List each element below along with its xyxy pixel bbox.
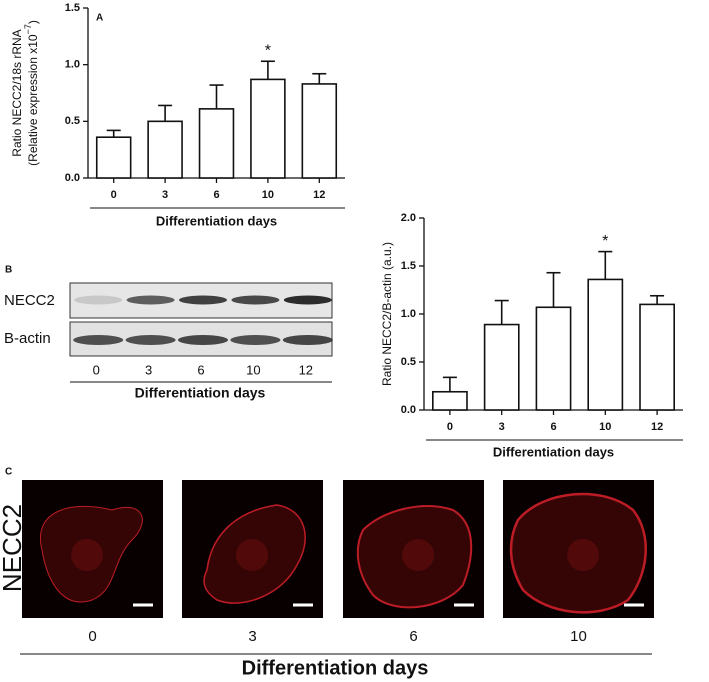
y-tick-label: 0.0 [401, 404, 416, 416]
blot-band [283, 295, 332, 305]
bar [301, 83, 338, 179]
x-tick-label: 0 [447, 421, 453, 433]
blot-row-label: B-actin [4, 330, 51, 347]
x-axis-label: Differentiation days [135, 385, 266, 401]
lane-label: 0 [93, 362, 100, 377]
blot-band [179, 295, 227, 305]
lane-label: 3 [248, 628, 256, 645]
y-tick-label: 1.0 [65, 59, 80, 71]
bar [587, 278, 624, 411]
lane-label: 12 [299, 362, 313, 377]
lane-label: 10 [246, 362, 260, 377]
panel-label: C [5, 467, 12, 478]
x-tick-label: 3 [162, 189, 168, 201]
blot-band [231, 295, 280, 305]
lane-label: 6 [197, 362, 204, 377]
annotation: * [265, 42, 271, 59]
nucleus [71, 539, 103, 571]
panel-label: A [96, 13, 103, 24]
blot-band [73, 335, 124, 345]
y-axis-label: Ratio NECC2/18s rRNA [10, 29, 24, 156]
cell [40, 505, 143, 603]
y-tick-label: 1.0 [401, 308, 416, 320]
lane-label: 10 [570, 628, 587, 645]
x-tick-label: 12 [651, 421, 663, 433]
nucleus [236, 539, 268, 571]
y-tick-label: 1.5 [65, 2, 80, 14]
nucleus [402, 539, 434, 571]
cell [509, 492, 647, 614]
x-axis-label: Differentiation days [493, 444, 614, 459]
cell [356, 505, 473, 609]
x-tick-label: 10 [599, 421, 611, 433]
x-axis-label: Differentiation days [242, 657, 429, 679]
bar [198, 108, 235, 179]
x-tick-label: 12 [313, 189, 325, 201]
x-tick-label: 3 [499, 421, 505, 433]
y-axis-label: (Relative expression x10−7) [23, 20, 40, 166]
y-tick-label: 0.0 [65, 172, 80, 184]
y-axis-label: Ratio NECC2/18s rRNA [10, 29, 24, 156]
bar [432, 390, 468, 411]
blot-band [282, 335, 333, 345]
lane-label: 0 [88, 628, 96, 645]
cell [203, 504, 306, 604]
blot-band [230, 335, 281, 345]
annotation: * [602, 233, 608, 250]
y-axis-label: −7 [23, 24, 33, 34]
y-axis-label: ) [26, 20, 40, 24]
blot-band [178, 335, 228, 345]
lane-label: 6 [409, 628, 417, 645]
blot-row-label: NECC2 [4, 292, 55, 309]
bar [147, 120, 183, 179]
bar [250, 78, 286, 179]
bar [639, 303, 675, 411]
x-tick-label: 6 [550, 421, 556, 433]
y-axis-label: Ratio NECC2/B-actin (a.u.) [380, 242, 394, 386]
y-axis-label: Ratio NECC2/B-actin (a.u.) [380, 242, 394, 386]
x-tick-label: 10 [262, 189, 274, 201]
y-tick-label: 2.0 [401, 212, 416, 224]
y-axis-label: (Relative expression x10 [26, 34, 40, 166]
x-tick-label: 0 [111, 189, 117, 201]
blot-band [126, 295, 175, 305]
y-tick-label: 1.5 [401, 260, 416, 272]
blot-band [74, 295, 123, 305]
bar [95, 136, 132, 179]
blot-band [125, 335, 176, 345]
lane-label: 3 [145, 362, 152, 377]
x-tick-label: 6 [213, 189, 219, 201]
bar [483, 323, 520, 411]
y-tick-label: 0.5 [401, 356, 416, 368]
nucleus [567, 539, 599, 571]
y-tick-label: 0.5 [65, 115, 80, 127]
x-axis-label: Differentiation days [156, 213, 277, 228]
bar [535, 306, 572, 411]
panel-label: B [5, 265, 12, 276]
